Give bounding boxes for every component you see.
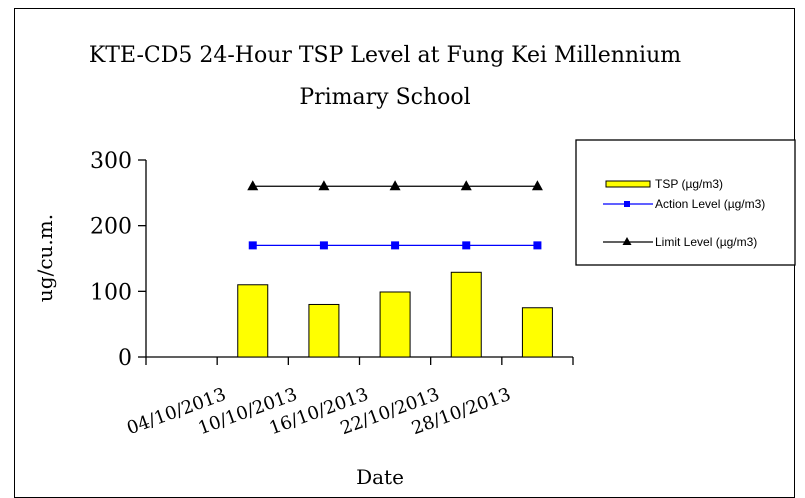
tsp-bar: [450, 271, 482, 358]
chart-title-line2: Primary School: [299, 85, 470, 110]
limit-level-point: [247, 180, 259, 191]
x-axis-label: Date: [356, 465, 404, 489]
legend-limit-label: Limit Level (µg/m3): [655, 235, 757, 249]
limit-level-point: [531, 180, 543, 191]
legend: TSP (µg/m3) Action Level (µg/m3) Limit L…: [575, 139, 796, 266]
limit-level-point: [460, 180, 472, 191]
tsp-bars: [237, 271, 553, 358]
y-axis-label: ug/cu.m.: [33, 214, 57, 302]
y-tick-label: 100: [90, 280, 132, 305]
legend-action-label: Action Level (µg/m3): [655, 197, 765, 211]
legend-limit-marker: [622, 237, 632, 245]
y-tick-label: 200: [90, 215, 132, 240]
action-level-point: [391, 241, 400, 250]
tsp-bar: [308, 303, 340, 358]
y-ticks: 0 100 200 300: [90, 149, 146, 371]
legend-box: [575, 139, 796, 266]
level-lines: [247, 180, 543, 250]
y-tick-label: 0: [118, 346, 132, 371]
x-ticks: 04/10/201310/10/201316/10/201322/10/2013…: [124, 357, 574, 439]
action-level-point: [319, 241, 328, 250]
tsp-bar: [379, 291, 411, 358]
action-level-point: [462, 241, 471, 250]
tsp-bar: [521, 307, 553, 358]
limit-level-point: [389, 180, 401, 191]
y-tick-label: 300: [90, 149, 132, 174]
limit-level-point: [318, 180, 330, 191]
action-level-point: [533, 241, 542, 250]
legend-tsp-swatch: [605, 180, 651, 188]
chart-title-line1: KTE-CD5 24-Hour TSP Level at Fung Kei Mi…: [89, 43, 681, 68]
legend-tsp-label: TSP (µg/m3): [655, 177, 723, 191]
tsp-bar: [237, 284, 269, 358]
action-level-point: [248, 241, 257, 250]
legend-action-marker: [624, 201, 630, 207]
